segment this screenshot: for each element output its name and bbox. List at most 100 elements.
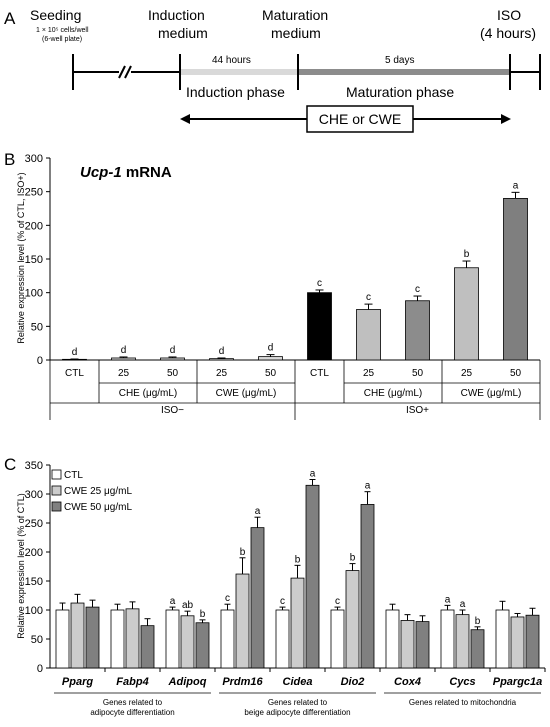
bar: [495, 609, 510, 669]
panel-a-letter: A: [4, 9, 16, 28]
significance-letter: d: [72, 347, 78, 358]
panel-b-bars: d d d d d c c c b a: [62, 180, 528, 361]
bar: [356, 309, 381, 361]
category-label: 50: [265, 368, 277, 379]
treatment-label: CWE (μg/mL): [216, 388, 277, 399]
gene-group-label: adipocyte differentiation: [90, 708, 174, 717]
bar: [220, 609, 235, 669]
legend-label: CWE 50 μg/mL: [64, 502, 132, 513]
bar: [55, 609, 70, 669]
significance-letter: d: [121, 345, 127, 356]
bar: [510, 616, 525, 669]
bar: [125, 608, 140, 669]
break-mark-2: [124, 65, 132, 79]
panel-b: B Ucp-1 mRNA Relative expression level (…: [4, 150, 541, 420]
significance-letter: a: [310, 469, 316, 480]
bar: [165, 609, 180, 669]
induction-phase-label: Induction phase: [186, 84, 285, 100]
y-tick-label: 300: [25, 153, 43, 165]
y-tick-label: 50: [31, 634, 43, 646]
significance-letter: a: [365, 481, 371, 492]
treatment-box-label: CHE or CWE: [319, 111, 401, 127]
significance-letter: b: [464, 249, 470, 260]
bar: [250, 527, 265, 669]
gene-label: Fabp4: [116, 676, 148, 688]
legend-swatch: [51, 485, 62, 496]
bar: [290, 577, 305, 669]
treatment-arrow-left-head: [180, 114, 190, 124]
seeding-detail-1: 1 × 10⁵ cells/well: [36, 27, 89, 34]
iso-group-label: ISO−: [161, 405, 184, 416]
legend-swatch: [51, 469, 62, 480]
gene-group-label: Genes related to mitochondria: [409, 698, 517, 707]
legend-label: CTL: [64, 470, 83, 481]
significance-letter: a: [255, 506, 261, 517]
bar: [525, 614, 540, 669]
significance-letter: c: [280, 596, 285, 607]
induction-phase-bar: [180, 69, 298, 75]
panel-c-gene-labels: Pparg Fabp4 Adipoq Prdm16 Cidea Dio2 Cox4 Cycs P…: [62, 676, 542, 688]
gene-group-label: Genes related to: [103, 698, 163, 707]
significance-letter: c: [366, 292, 371, 303]
induction-medium-label-1: Induction: [148, 7, 205, 23]
bar: [111, 357, 136, 361]
significance-letter: c: [317, 278, 322, 289]
panel-b-ylabel: Relative expression level (% of CTL, ISO…: [16, 172, 26, 343]
significance-letter: c: [335, 596, 340, 607]
y-tick-label: 250: [25, 518, 43, 530]
bar: [160, 357, 185, 361]
category-label: 25: [363, 368, 375, 379]
panel-c: C Relative expression level (% of CTL) 0…: [4, 455, 546, 717]
bar: [305, 484, 320, 669]
gene-label: Cycs: [449, 676, 475, 688]
bar: [235, 573, 250, 669]
bar: [455, 614, 470, 669]
maturation-phase-label: Maturation phase: [346, 84, 454, 100]
maturation-phase-bar: [298, 69, 510, 75]
bar: [345, 570, 360, 669]
bar: [360, 504, 375, 669]
y-tick-label: 150: [25, 254, 43, 266]
break-mark-gap: [119, 66, 131, 78]
significance-letter: b: [240, 547, 246, 558]
bar: [307, 292, 332, 361]
y-tick-label: 0: [37, 355, 43, 367]
significance-letter: a: [513, 180, 519, 191]
gene-label: Ppargc1a: [493, 676, 543, 688]
iso-group-label: ISO+: [406, 405, 429, 416]
y-tick-label: 200: [25, 547, 43, 559]
gene-label: Dio2: [341, 676, 365, 688]
significance-letter: d: [268, 343, 274, 354]
category-label: CTL: [310, 368, 329, 379]
days-5-label: 5 days: [385, 55, 414, 66]
y-tick-label: 50: [31, 321, 43, 333]
bar: [470, 629, 485, 669]
iso-label-2: (4 hours): [480, 25, 536, 41]
gene-label: Adipoq: [168, 676, 207, 688]
y-tick-label: 0: [37, 663, 43, 675]
category-label: CTL: [65, 368, 84, 379]
bar: [503, 197, 528, 361]
bar: [209, 358, 234, 361]
gene-group-label: Genes related to: [268, 698, 328, 707]
significance-letter: ab: [182, 600, 194, 611]
significance-letter: c: [225, 593, 230, 604]
bar: [415, 621, 430, 669]
gene-group-label: beige adipocyte differentiation: [244, 708, 350, 717]
bar: [110, 609, 125, 669]
bar: [258, 356, 283, 361]
panel-b-letter: B: [4, 150, 15, 169]
panel-b-title: Ucp-1 mRNA: [80, 164, 172, 181]
y-tick-label: 100: [25, 605, 43, 617]
seeding-detail-2: (6-well plate): [42, 36, 82, 43]
y-tick-label: 100: [25, 288, 43, 300]
panel-b-category-table: CTL 25 50 25 50 CTL 25 50 25 50 CHE (μg/mL) CWE (μg…: [49, 360, 541, 420]
bar: [405, 300, 430, 361]
gene-label: Cox4: [394, 676, 421, 688]
significance-letter: a: [445, 594, 451, 605]
seeding-label: Seeding: [30, 7, 81, 23]
induction-medium-label-2: medium: [158, 25, 208, 41]
treatment-box: [306, 105, 414, 133]
